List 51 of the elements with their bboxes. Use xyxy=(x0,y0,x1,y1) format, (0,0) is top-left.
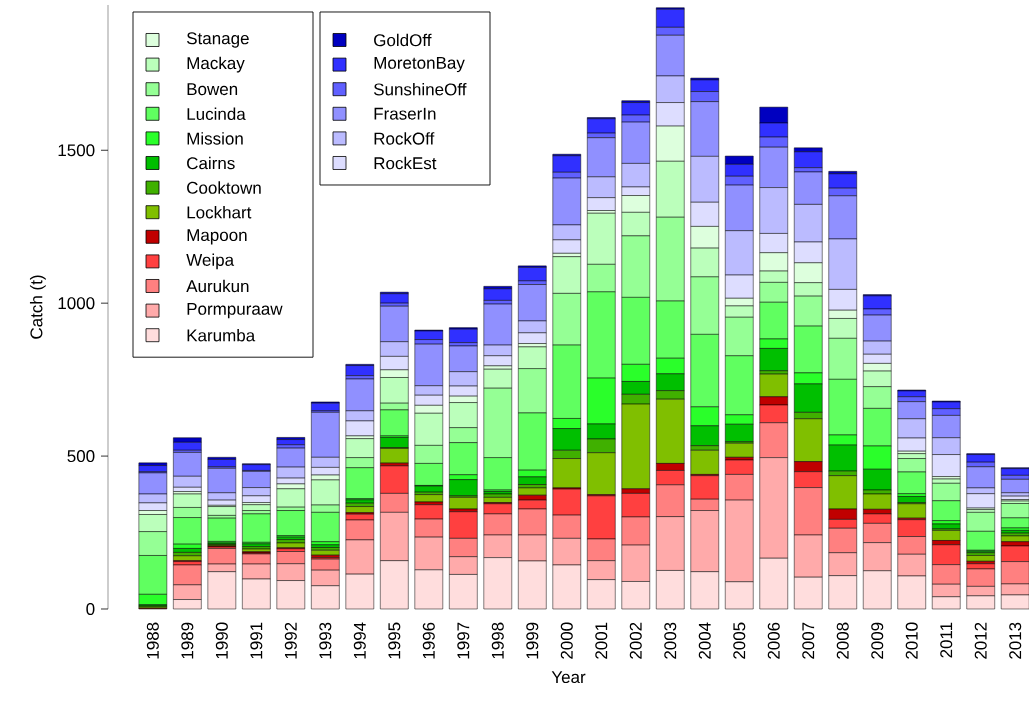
x-tick-label: 2012 xyxy=(974,622,987,659)
legend-label: MoretonBay xyxy=(374,56,465,73)
x-tick-label: 1988 xyxy=(146,622,159,659)
x-tick-label: 1997 xyxy=(457,622,470,659)
x-tick-label: 1996 xyxy=(422,622,435,659)
y-tick-label: 1000 xyxy=(58,297,95,310)
legend-label: Bowen xyxy=(187,83,238,96)
x-tick-label: 2003 xyxy=(664,622,677,659)
y-tick-label: 0 xyxy=(86,602,95,616)
x-tick-label: 1995 xyxy=(388,622,401,659)
x-tick-label: 1994 xyxy=(353,622,366,659)
x-tick-label: 2005 xyxy=(733,622,746,659)
x-tick-label: 2006 xyxy=(767,622,780,659)
legend-label: Weipa xyxy=(186,253,235,270)
x-tick-label: 2008 xyxy=(836,622,849,659)
legend-label: Aurukun xyxy=(186,279,249,293)
legend-label: GoldOff xyxy=(374,33,432,47)
x-tick-label: 1989 xyxy=(181,622,194,659)
x-tick-label: 1991 xyxy=(250,622,263,659)
y-axis-title: Catch (t) xyxy=(29,275,46,339)
x-tick-label: 2011 xyxy=(940,622,953,658)
x-tick-label: 1999 xyxy=(526,622,539,659)
legend-label: Cairns xyxy=(187,156,235,170)
x-tick-label: 2007 xyxy=(802,622,815,659)
legend-label: Mission xyxy=(187,132,243,145)
y-tick-label: 1500 xyxy=(58,144,95,157)
x-tick-label: 2004 xyxy=(698,622,711,659)
x-tick-label: 1990 xyxy=(215,622,228,659)
legend-label: Stanage xyxy=(186,32,249,48)
x-tick-label: 2009 xyxy=(871,622,884,659)
legend-label: Cooktown xyxy=(187,181,261,194)
legend-label: Lucinda xyxy=(187,107,246,121)
legend-label: Mackay xyxy=(187,56,245,73)
legend-label: Lockhart xyxy=(187,205,252,219)
y-tick-label: 500 xyxy=(67,450,95,463)
x-axis-title: Year xyxy=(551,671,586,684)
legend-label: Karumba xyxy=(187,328,256,342)
legend-label: RockEst xyxy=(374,156,437,170)
x-tick-label: 1998 xyxy=(491,622,504,659)
legend-label: Mapoon xyxy=(187,229,247,245)
legend-label: RockOff xyxy=(374,132,435,145)
legend-label: FraserIn xyxy=(374,107,436,120)
legend-label: Pormpuraaw xyxy=(187,302,283,319)
legend-label: SunshineOff xyxy=(373,82,467,96)
x-tick-label: 2010 xyxy=(905,622,918,659)
x-tick-label: 2001 xyxy=(595,622,608,659)
x-tick-label: 2002 xyxy=(629,622,642,659)
x-tick-label: 1993 xyxy=(319,622,332,659)
x-tick-label: 1992 xyxy=(284,622,297,659)
x-tick-label: 2013 xyxy=(1009,622,1022,659)
x-tick-label: 2000 xyxy=(560,622,573,659)
